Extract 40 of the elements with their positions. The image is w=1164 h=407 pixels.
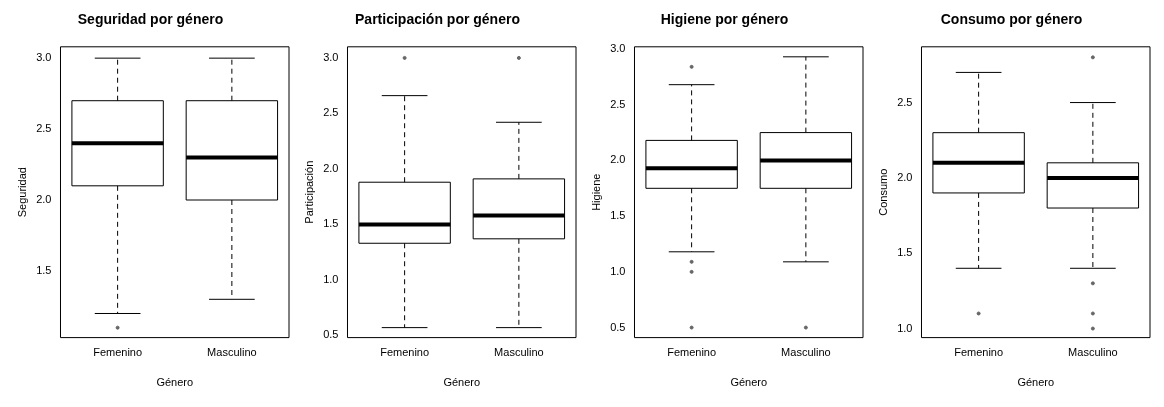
x-tick-label: Masculino — [1068, 346, 1118, 359]
y-tick-label: 1.5 — [897, 246, 913, 259]
chart-title: Seguridad por género — [77, 11, 224, 28]
y-tick-label: 2.5 — [36, 122, 52, 135]
y-tick-label: 3.0 — [610, 42, 626, 55]
y-axis-title: Consumo — [876, 168, 889, 216]
y-axis-title: Higiene — [589, 173, 602, 211]
y-tick-label: 1.5 — [323, 217, 339, 230]
y-tick-label: 2.5 — [897, 95, 913, 108]
x-tick-label: Masculino — [494, 346, 544, 359]
y-axis-title: Participación — [302, 160, 315, 224]
x-tick-label: Femenino — [93, 346, 143, 359]
y-tick-label: 3.0 — [323, 50, 339, 63]
chart-title: Participación por género — [355, 11, 520, 28]
x-tick-label: Femenino — [954, 346, 1004, 359]
chart-title: Higiene por género — [660, 11, 789, 28]
x-tick-label: Masculino — [207, 346, 257, 359]
x-tick-label: Femenino — [667, 346, 717, 359]
y-tick-label: 2.0 — [36, 193, 52, 206]
y-tick-label: 3.0 — [36, 51, 52, 64]
chart-title: Consumo por género — [940, 11, 1083, 28]
x-axis-title: Género — [1017, 376, 1055, 389]
y-tick-label: 1.5 — [610, 209, 626, 222]
x-axis-title: Género — [730, 376, 768, 389]
y-tick-label: 0.5 — [323, 328, 339, 341]
y-tick-label: 2.0 — [610, 153, 626, 166]
y-tick-label: 2.5 — [323, 106, 339, 119]
y-tick-label: 2.0 — [323, 161, 339, 174]
y-tick-label: 1.0 — [897, 321, 913, 334]
y-tick-label: 2.5 — [610, 97, 626, 110]
y-tick-label: 0.5 — [610, 320, 626, 333]
y-tick-label: 2.0 — [897, 170, 913, 183]
y-axis-title: Seguridad — [15, 167, 28, 218]
x-axis-title: Género — [156, 376, 194, 389]
x-tick-label: Femenino — [380, 346, 430, 359]
y-tick-label: 1.0 — [323, 272, 339, 285]
x-tick-label: Masculino — [781, 346, 831, 359]
x-axis-title: Género — [443, 376, 481, 389]
y-tick-label: 1.0 — [610, 264, 626, 277]
y-tick-label: 1.5 — [36, 263, 52, 276]
